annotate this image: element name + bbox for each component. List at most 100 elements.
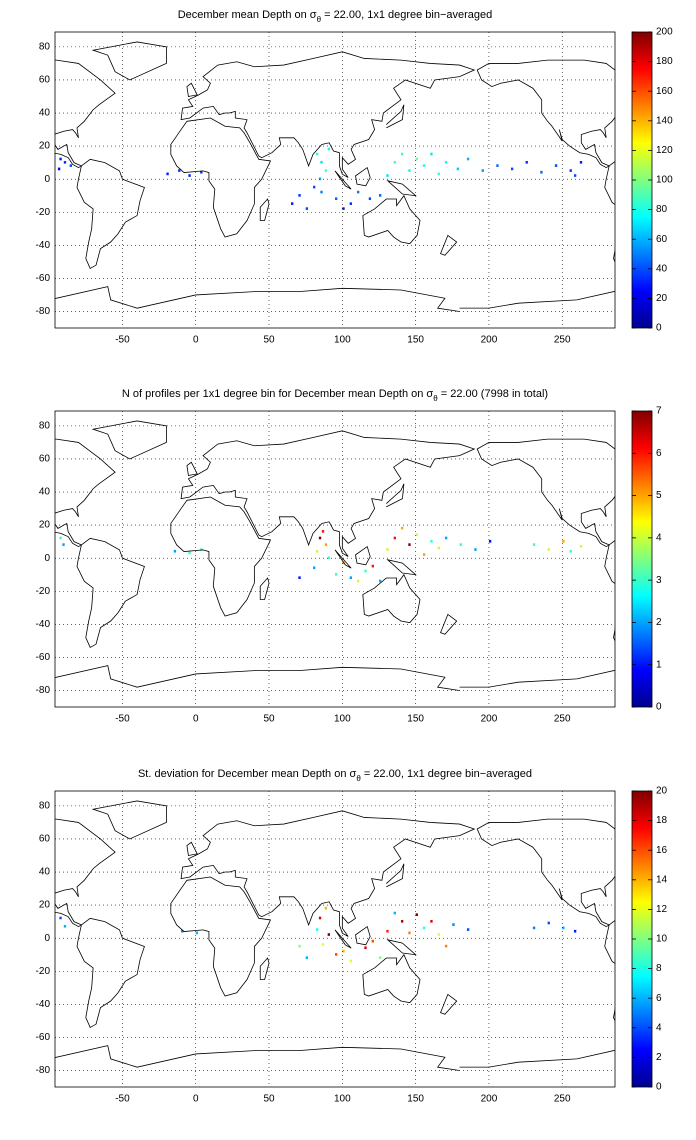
bin-cell	[466, 928, 470, 931]
colorbar-tick-label: 2	[656, 617, 662, 628]
y-tick-label: -60	[36, 652, 51, 663]
bin-cell	[349, 576, 353, 580]
bin-cell	[335, 953, 338, 956]
bin-cell	[562, 926, 565, 930]
x-tick-label: 200	[481, 714, 498, 725]
colorbar-tick-label: 8	[656, 963, 662, 974]
colorbar-tick-label: 6	[656, 993, 662, 1004]
colorbar-tick-label: 3	[656, 575, 662, 586]
colorbar-tick-label: 12	[656, 904, 668, 915]
x-tick-label: -50	[115, 714, 130, 725]
bin-cell	[554, 164, 558, 167]
title-part: = 22.00, 1x1 degree bin−averaged	[361, 768, 532, 780]
title-part: = 22.00, 1x1 degree bin−averaged	[321, 9, 492, 21]
bin-cell	[356, 190, 360, 194]
bin-cell	[393, 911, 396, 915]
bin-cell	[320, 160, 323, 164]
colorbar-tick-label: 180	[656, 56, 673, 67]
bin-cell	[59, 157, 62, 161]
y-tick-label: -20	[36, 966, 51, 977]
bin-cell	[540, 170, 543, 174]
x-tick-label: 50	[263, 1094, 275, 1105]
bin-cell	[327, 933, 331, 936]
bin-cell	[200, 548, 203, 551]
bin-cell	[315, 549, 319, 553]
bin-cell	[321, 530, 325, 533]
bin-cell	[313, 566, 316, 570]
x-tick-label: -50	[115, 1094, 130, 1105]
bin-cell	[437, 546, 440, 550]
bin-cell	[181, 929, 184, 933]
bin-cell	[324, 906, 328, 910]
title-part: = 22.00 (7998 in total)	[438, 388, 548, 400]
bin-cell	[400, 152, 404, 156]
y-tick-label: 80	[39, 801, 51, 812]
bin-cell	[335, 197, 338, 201]
y-tick-label: 60	[39, 75, 51, 86]
bin-cell	[200, 170, 203, 174]
bin-cell	[437, 172, 440, 176]
title-part: St. deviation for December mean Depth on…	[138, 768, 357, 780]
x-tick-label: 100	[334, 1094, 351, 1105]
cells	[59, 906, 577, 963]
colorbar-tick-label: 40	[656, 263, 668, 274]
y-tick-label: 40	[39, 867, 51, 878]
bin-cell	[188, 551, 191, 555]
y-tick-label: -40	[36, 619, 51, 630]
colorbar-tick-label: 4	[656, 532, 662, 543]
bin-cell	[408, 543, 411, 546]
y-tick-label: 0	[44, 933, 50, 944]
bin-cell	[573, 929, 577, 933]
bin-cell	[324, 543, 328, 546]
x-tick-label: 50	[263, 335, 275, 346]
bin-cell	[313, 185, 316, 189]
bin-cell	[371, 564, 374, 568]
bin-cell	[188, 174, 191, 177]
bin-cell	[393, 160, 396, 164]
colorbar-tick-label: 10	[656, 934, 668, 945]
bin-cell	[364, 946, 367, 950]
title-part: θ	[356, 774, 361, 783]
bin-cell	[364, 569, 367, 573]
bin-cell	[386, 548, 389, 551]
bin-cell	[422, 926, 426, 930]
colorbar-tick-label: 0	[656, 323, 662, 334]
bin-cell	[415, 533, 418, 537]
plot-area	[55, 411, 615, 707]
colorbar-tick-label: 20	[656, 293, 668, 304]
bin-cell	[496, 164, 499, 167]
bin-cell	[327, 556, 331, 560]
y-tick-label: -80	[36, 685, 51, 696]
bin-cell	[510, 167, 514, 171]
bin-cell	[349, 202, 353, 205]
bin-cell	[422, 553, 426, 556]
plot-area	[55, 32, 615, 328]
x-tick-label: 200	[481, 335, 498, 346]
bin-cell	[368, 197, 372, 201]
bin-cell	[400, 526, 404, 530]
chart-title: December mean Depth on σθ = 22.00, 1x1 d…	[178, 9, 493, 24]
bin-cell	[408, 931, 411, 935]
x-tick-label: 150	[407, 1094, 424, 1105]
bin-cell	[437, 933, 440, 936]
y-tick-label: -40	[36, 999, 51, 1010]
x-tick-label: 100	[334, 335, 351, 346]
bin-cell	[430, 152, 433, 156]
title-part: December mean Depth on σ	[178, 9, 317, 21]
colorbar-tick-label: 0	[656, 1082, 662, 1093]
colorbar-tick-label: 160	[656, 86, 673, 97]
title-part: θ	[433, 394, 438, 403]
bin-cell	[318, 177, 322, 181]
bin-cell	[324, 169, 328, 172]
bin-cell	[335, 573, 338, 576]
y-tick-label: -20	[36, 586, 51, 597]
y-tick-label: 60	[39, 834, 51, 845]
bin-cell	[525, 160, 528, 164]
bin-cell	[430, 539, 433, 543]
bin-cell	[459, 543, 462, 546]
x-tick-label: 250	[554, 1094, 571, 1105]
y-tick-label: 20	[39, 141, 51, 152]
bin-cell	[378, 579, 382, 583]
bin-cell	[318, 916, 322, 920]
bin-cell	[371, 939, 374, 943]
